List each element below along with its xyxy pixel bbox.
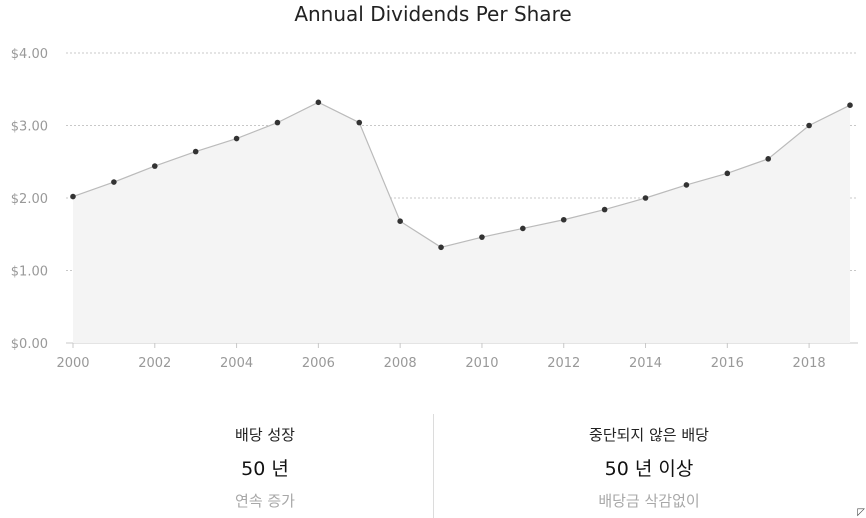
dividend-growth-value: 50 년 xyxy=(241,458,289,480)
uninterrupted-dividend-stat: 중단되지 않은 배당 50 년 이상 배당금 삭감없이 xyxy=(434,412,864,511)
x-tick-label: 2014 xyxy=(629,356,662,371)
point-layer xyxy=(70,99,853,251)
uninterrupted-dividend-sub: 배당금 삭감없이 xyxy=(598,492,700,510)
y-axis-ticks: $0.00 $1.00 $2.00 $3.00 $4.00 xyxy=(11,47,48,352)
y-tick-label: $4.00 xyxy=(11,47,48,62)
y-tick-label: $2.00 xyxy=(11,192,48,207)
x-tick-label: 2004 xyxy=(220,356,253,371)
x-axis-ticks: 2000 2002 2004 2006 2008 2010 2012 2014 2016 2018 xyxy=(56,343,826,371)
x-tick-label: 2000 xyxy=(56,356,89,371)
data-point[interactable] xyxy=(560,216,567,223)
x-tick-label: 2008 xyxy=(384,356,417,371)
data-point[interactable] xyxy=(151,163,158,169)
data-point[interactable] xyxy=(642,195,649,201)
uninterrupted-dividend-value: 50 년 이상 xyxy=(604,458,694,480)
y-tick-label: $0.00 xyxy=(11,337,48,352)
data-point[interactable] xyxy=(315,99,322,106)
x-tick-label: 2016 xyxy=(711,356,744,371)
y-tick-label: $3.00 xyxy=(11,120,48,135)
line-layer xyxy=(72,101,851,248)
data-point[interactable] xyxy=(683,182,690,188)
data-point[interactable] xyxy=(397,218,403,224)
data-point[interactable] xyxy=(806,122,812,129)
chart-title: Annual Dividends Per Share xyxy=(294,2,572,26)
x-tick-label: 2002 xyxy=(138,356,171,371)
dividend-area xyxy=(73,102,850,343)
data-point[interactable] xyxy=(724,170,731,177)
x-tick-label: 2006 xyxy=(302,356,335,371)
data-point[interactable] xyxy=(192,148,199,155)
dividend-chart: $0.00$1.00$2.00$3.00$4.00 2000 2002 2004 20… xyxy=(11,47,858,371)
data-point[interactable] xyxy=(356,119,363,126)
x-tick-label: 2010 xyxy=(465,356,498,371)
stats-divider xyxy=(433,414,434,518)
x-tick-label: 2018 xyxy=(793,356,826,371)
y-tick-label: $1.00 xyxy=(11,265,48,280)
dividend-growth-sub: 연속 증가 xyxy=(235,492,295,510)
uninterrupted-dividend-label: 중단되지 않은 배당 xyxy=(589,426,709,444)
dividend-growth-label: 배당 성장 xyxy=(235,426,295,444)
data-point[interactable] xyxy=(111,179,117,185)
dividend-stats: 배당 성장 50 년 연속 증가 중단되지 않은 배당 50 년 이상 배당금 … xyxy=(0,412,866,518)
data-point[interactable] xyxy=(70,193,76,200)
data-point[interactable] xyxy=(765,156,772,162)
dividend-growth-stat: 배당 성장 50 년 연속 증가 xyxy=(50,412,480,511)
resize-handle-icon[interactable]: ◸ xyxy=(857,507,865,518)
data-point[interactable] xyxy=(274,119,281,126)
area-layer xyxy=(73,102,850,343)
data-point[interactable] xyxy=(601,206,608,213)
data-point[interactable] xyxy=(479,234,485,240)
data-point[interactable] xyxy=(438,244,444,251)
dividend-line xyxy=(72,101,851,248)
data-point[interactable] xyxy=(233,135,240,142)
data-point[interactable] xyxy=(847,102,853,108)
data-point[interactable] xyxy=(520,225,526,232)
x-tick-label: 2012 xyxy=(547,356,580,371)
